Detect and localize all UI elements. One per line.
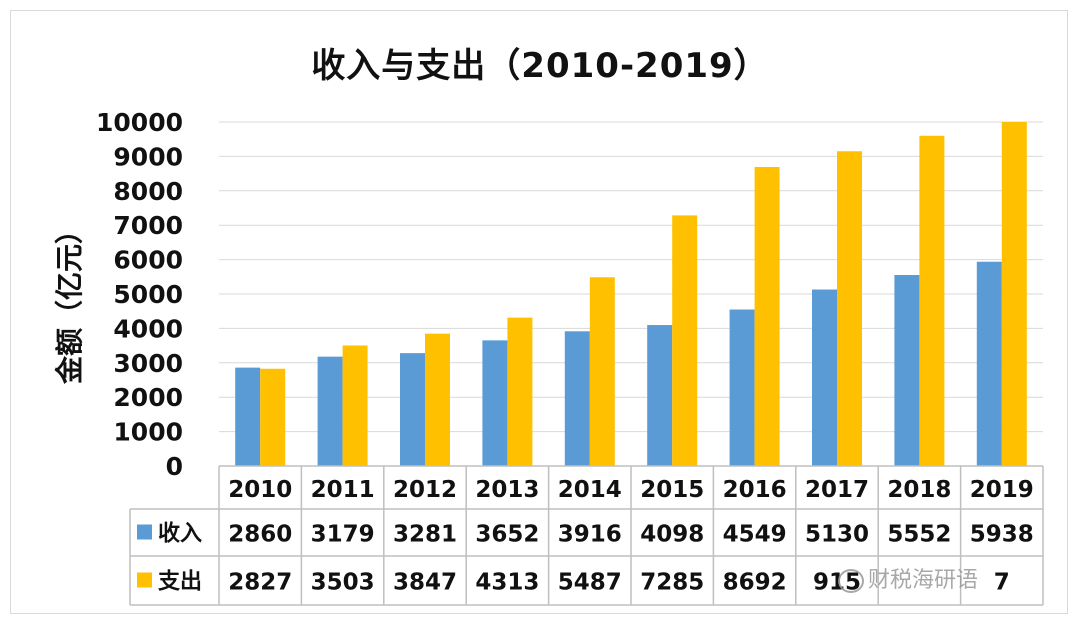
y-tick-label: 10000 xyxy=(96,108,183,137)
y-tick-label: 6000 xyxy=(113,246,183,275)
bar-income xyxy=(482,340,508,466)
chart-title: 收入与支出（2010-2019） xyxy=(311,46,769,86)
data-table-cell: 4549 xyxy=(723,522,787,548)
x-tick-label: 2013 xyxy=(475,477,539,503)
bar-expense xyxy=(507,317,533,466)
data-table-cell: 7285 xyxy=(640,570,704,596)
y-tick-label: 8000 xyxy=(113,177,183,206)
data-table-cell: 5487 xyxy=(558,570,622,596)
watermark: 财税海研语 xyxy=(838,562,978,594)
bar-income xyxy=(400,353,425,466)
y-tick-label: 4000 xyxy=(113,314,183,343)
bar-income xyxy=(647,325,673,466)
data-table-cell: 5552 xyxy=(887,522,951,548)
bar-expense xyxy=(342,345,368,466)
data-table-cell: 5938 xyxy=(970,522,1034,548)
data-table-cell: 2827 xyxy=(228,570,292,596)
y-tick-label: 3000 xyxy=(113,349,183,378)
bar-expense xyxy=(837,151,862,467)
x-tick-label: 2016 xyxy=(723,477,787,503)
data-table-cell: 7 xyxy=(994,570,1010,596)
x-tick-label: 2011 xyxy=(311,477,375,503)
data-table-cell: 4098 xyxy=(640,522,704,548)
x-tick-label: 2019 xyxy=(970,477,1034,503)
x-tick-label: 2014 xyxy=(558,477,622,503)
chart-frame xyxy=(10,10,1068,614)
data-table-cell: 5130 xyxy=(805,522,869,548)
x-tick-label: 2012 xyxy=(393,477,457,503)
data-table-cell: 3916 xyxy=(558,522,622,548)
x-tick-label: 2017 xyxy=(805,477,869,503)
bar-expense xyxy=(919,135,945,466)
x-tick-label: 2018 xyxy=(887,477,951,503)
data-table-cell: 2860 xyxy=(228,522,292,548)
bar-income xyxy=(564,331,590,466)
bar-income xyxy=(317,356,343,466)
y-tick-label: 1000 xyxy=(113,418,183,447)
bar-income xyxy=(976,261,1002,466)
legend-swatch-expense xyxy=(137,572,152,588)
bar-income xyxy=(894,275,920,466)
y-tick-label: 0 xyxy=(166,452,183,481)
data-table-cell: 3847 xyxy=(393,570,457,596)
x-tick-label: 2010 xyxy=(228,477,292,503)
y-tick-label: 9000 xyxy=(113,142,183,171)
watermark-text: 财税海研语 xyxy=(868,568,979,593)
x-tick-label: 2015 xyxy=(640,477,704,503)
bar-income xyxy=(812,289,837,466)
bar-expense xyxy=(1001,122,1027,466)
y-tick-label: 7000 xyxy=(113,211,183,240)
bar-income xyxy=(729,309,755,466)
bar-expense xyxy=(260,368,286,466)
data-table-cell: 3179 xyxy=(311,522,375,548)
bar-expense xyxy=(425,333,450,466)
legend-label: 支出 xyxy=(158,570,202,595)
y-tick-label: 5000 xyxy=(113,280,183,309)
bar-expense xyxy=(672,215,698,466)
legend-label: 收入 xyxy=(158,521,202,547)
data-table-cell: 4313 xyxy=(475,570,539,596)
data-table-cell: 3652 xyxy=(475,522,539,548)
bar-expense xyxy=(754,166,780,467)
data-table-cell: 3503 xyxy=(311,570,375,596)
data-table-cell: 8692 xyxy=(723,570,787,596)
legend-swatch-income xyxy=(137,524,152,540)
y-tick-label: 2000 xyxy=(113,383,183,412)
wechat-icon xyxy=(838,569,864,593)
data-table-cell: 3281 xyxy=(393,522,457,548)
bar-income xyxy=(235,367,261,466)
bar-expense xyxy=(589,277,615,466)
